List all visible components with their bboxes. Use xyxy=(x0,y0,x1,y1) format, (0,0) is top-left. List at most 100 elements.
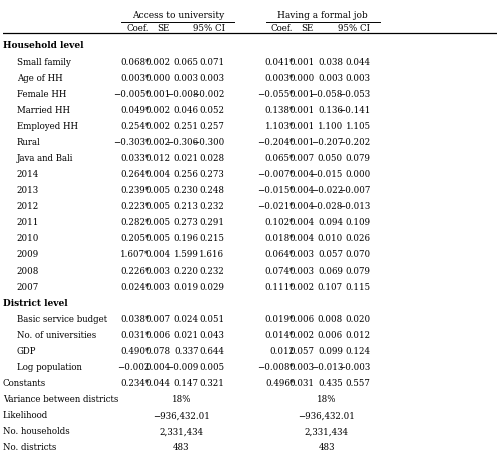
Text: −0.303*: −0.303* xyxy=(114,138,150,147)
Text: 0.026: 0.026 xyxy=(346,234,370,243)
Text: 0.046: 0.046 xyxy=(174,106,199,115)
Text: Age of HH: Age of HH xyxy=(16,74,62,83)
Text: 0.004: 0.004 xyxy=(146,363,171,372)
Text: 0.074*: 0.074* xyxy=(265,266,294,276)
Text: 483: 483 xyxy=(173,444,190,453)
Text: 0.001: 0.001 xyxy=(290,90,315,99)
Text: 0.496*: 0.496* xyxy=(265,379,294,388)
Text: 0.256: 0.256 xyxy=(174,170,199,179)
Text: 0.273: 0.273 xyxy=(174,218,199,227)
Text: Constants: Constants xyxy=(3,379,46,388)
Text: −0.007*: −0.007* xyxy=(258,170,294,179)
Text: −0.202: −0.202 xyxy=(338,138,370,147)
Text: 0.004: 0.004 xyxy=(290,186,315,195)
Text: 0.115: 0.115 xyxy=(346,283,370,291)
Text: 2,331,434: 2,331,434 xyxy=(160,427,204,436)
Text: −0.008*: −0.008* xyxy=(258,363,294,372)
Text: 0.002: 0.002 xyxy=(146,58,171,67)
Text: 0.005: 0.005 xyxy=(146,234,171,243)
Text: 0.051: 0.051 xyxy=(199,315,224,324)
Text: −0.003: −0.003 xyxy=(338,363,370,372)
Text: Coef.: Coef. xyxy=(270,24,293,33)
Text: Basic service budget: Basic service budget xyxy=(16,315,106,324)
Text: 0.005: 0.005 xyxy=(199,363,224,372)
Text: 0.005: 0.005 xyxy=(146,218,171,227)
Text: 0.019*: 0.019* xyxy=(264,315,294,324)
Text: 0.107: 0.107 xyxy=(318,283,343,291)
Text: 0.004: 0.004 xyxy=(290,202,315,211)
Text: 0.002: 0.002 xyxy=(146,138,171,147)
Text: 0.257: 0.257 xyxy=(200,122,224,131)
Text: 0.001: 0.001 xyxy=(290,122,315,131)
Text: 2012: 2012 xyxy=(16,202,39,211)
Text: 0.031*: 0.031* xyxy=(120,331,150,340)
Text: 0.254*: 0.254* xyxy=(120,122,150,131)
Text: 2010: 2010 xyxy=(16,234,39,243)
Text: 0.003: 0.003 xyxy=(290,266,315,276)
Text: 0.002: 0.002 xyxy=(146,122,171,131)
Text: 0.008: 0.008 xyxy=(318,315,343,324)
Text: 0.006: 0.006 xyxy=(318,331,343,340)
Text: 0.005: 0.005 xyxy=(146,202,171,211)
Text: 0.003*: 0.003* xyxy=(120,74,150,83)
Text: 0.003: 0.003 xyxy=(146,266,171,276)
Text: SE: SE xyxy=(302,24,314,33)
Text: 0.099: 0.099 xyxy=(318,347,343,356)
Text: −936,432.01: −936,432.01 xyxy=(153,411,210,420)
Text: 0.021: 0.021 xyxy=(174,331,199,340)
Text: −0.207: −0.207 xyxy=(310,138,343,147)
Text: 0.028: 0.028 xyxy=(199,154,224,163)
Text: Household level: Household level xyxy=(3,41,84,50)
Text: Log population: Log population xyxy=(16,363,82,372)
Text: 0.019: 0.019 xyxy=(174,283,199,291)
Text: 0.003: 0.003 xyxy=(146,283,171,291)
Text: 0.020: 0.020 xyxy=(346,315,370,324)
Text: 0.002: 0.002 xyxy=(290,283,315,291)
Text: −0.008: −0.008 xyxy=(166,90,198,99)
Text: 0.007: 0.007 xyxy=(146,315,171,324)
Text: −0.005*: −0.005* xyxy=(113,90,150,99)
Text: SE: SE xyxy=(157,24,170,33)
Text: 0.004: 0.004 xyxy=(290,218,315,227)
Text: 0.003: 0.003 xyxy=(290,363,315,372)
Text: 0.001: 0.001 xyxy=(290,58,315,67)
Text: 0.003: 0.003 xyxy=(318,74,343,83)
Text: 0.031: 0.031 xyxy=(290,379,315,388)
Text: 0.024*: 0.024* xyxy=(120,283,150,291)
Text: −0.141: −0.141 xyxy=(338,106,370,115)
Text: −936,432.01: −936,432.01 xyxy=(298,411,355,420)
Text: 2008: 2008 xyxy=(16,266,39,276)
Text: 0.226*: 0.226* xyxy=(120,266,150,276)
Text: 0.041*: 0.041* xyxy=(264,58,294,67)
Text: 0.109: 0.109 xyxy=(346,218,370,227)
Text: Access to university: Access to university xyxy=(132,10,224,20)
Text: Having a formal job: Having a formal job xyxy=(278,10,368,20)
Text: −0.204*: −0.204* xyxy=(258,138,294,147)
Text: 0.234*: 0.234* xyxy=(120,379,150,388)
Text: −0.007: −0.007 xyxy=(338,186,370,195)
Text: 0.044: 0.044 xyxy=(346,58,370,67)
Text: 0.010: 0.010 xyxy=(318,234,343,243)
Text: 0.264*: 0.264* xyxy=(120,170,150,179)
Text: 0.012: 0.012 xyxy=(269,347,294,356)
Text: 0.012: 0.012 xyxy=(146,154,171,163)
Text: 0.052: 0.052 xyxy=(200,106,224,115)
Text: 0.001: 0.001 xyxy=(290,106,315,115)
Text: 0.033*: 0.033* xyxy=(120,154,150,163)
Text: 0.223*: 0.223* xyxy=(120,202,150,211)
Text: −0.300: −0.300 xyxy=(192,138,224,147)
Text: Female HH: Female HH xyxy=(16,90,66,99)
Text: 0.205*: 0.205* xyxy=(120,234,150,243)
Text: 0.004: 0.004 xyxy=(290,170,315,179)
Text: 2,331,434: 2,331,434 xyxy=(304,427,348,436)
Text: 0.038: 0.038 xyxy=(318,58,343,67)
Text: Rural: Rural xyxy=(16,138,40,147)
Text: 2013: 2013 xyxy=(16,186,38,195)
Text: GDP: GDP xyxy=(16,347,36,356)
Text: 0.004: 0.004 xyxy=(146,170,171,179)
Text: 0.138*: 0.138* xyxy=(265,106,294,115)
Text: 0.337: 0.337 xyxy=(174,347,199,356)
Text: 0.029: 0.029 xyxy=(200,283,224,291)
Text: Employed HH: Employed HH xyxy=(16,122,78,131)
Text: 0.012: 0.012 xyxy=(346,331,370,340)
